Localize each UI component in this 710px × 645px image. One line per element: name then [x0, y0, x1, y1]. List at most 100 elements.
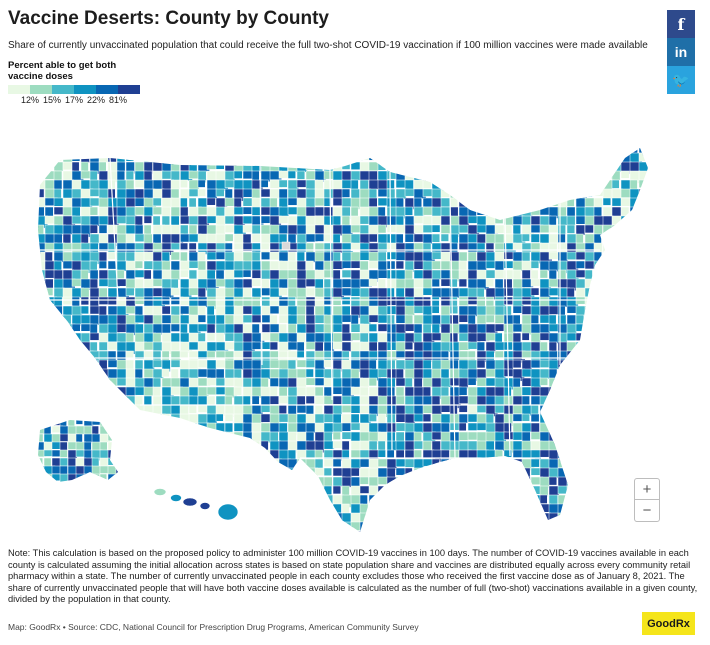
county-cell[interactable]: [143, 422, 155, 436]
county-cell[interactable]: [629, 278, 643, 287]
county-cell[interactable]: [161, 512, 174, 524]
county-cell[interactable]: [404, 485, 417, 496]
county-cell[interactable]: [359, 224, 369, 234]
county-cell[interactable]: [368, 341, 378, 352]
county-cell[interactable]: [620, 431, 630, 441]
county-cell[interactable]: [620, 341, 629, 353]
county-cell[interactable]: [602, 458, 616, 468]
county-cell[interactable]: [377, 521, 391, 534]
county-cell[interactable]: [143, 215, 153, 224]
county-cell[interactable]: [377, 144, 388, 157]
county-cell[interactable]: [494, 485, 508, 495]
county-cell[interactable]: [161, 449, 174, 459]
county-cell[interactable]: [485, 494, 499, 505]
county-cell[interactable]: [161, 503, 170, 515]
county-cell[interactable]: [575, 458, 586, 470]
county-cell[interactable]: [116, 323, 127, 333]
county-cell[interactable]: [458, 476, 468, 485]
county-cell[interactable]: [575, 512, 587, 526]
county-cell[interactable]: [251, 144, 265, 154]
county-cell[interactable]: [611, 179, 620, 189]
county-cell[interactable]: [233, 170, 243, 179]
county-cell[interactable]: [404, 144, 418, 153]
county-cell[interactable]: [494, 476, 508, 490]
county-cell[interactable]: [152, 350, 162, 361]
county-cell[interactable]: [512, 323, 523, 333]
county-cell[interactable]: [71, 503, 82, 515]
county-cell[interactable]: [368, 440, 378, 452]
county-cell[interactable]: [548, 440, 560, 451]
county-cell[interactable]: [593, 440, 606, 449]
county-cell[interactable]: [43, 481, 52, 490]
county-cell[interactable]: [125, 476, 135, 486]
county-cell[interactable]: [188, 144, 199, 156]
county-cell[interactable]: [647, 197, 656, 207]
county-cell[interactable]: [494, 323, 505, 332]
county-cell[interactable]: [98, 503, 107, 515]
county-cell[interactable]: [521, 269, 531, 279]
county-cell[interactable]: [620, 440, 632, 450]
county-cell[interactable]: [314, 485, 324, 499]
county-cell[interactable]: [206, 476, 217, 487]
county-cell[interactable]: [611, 144, 621, 156]
county-cell[interactable]: [476, 170, 487, 181]
county-cell[interactable]: [134, 440, 148, 450]
county-cell[interactable]: [152, 413, 166, 424]
county-cell[interactable]: [557, 431, 567, 442]
hawaii-island[interactable]: [182, 497, 198, 507]
county-cell[interactable]: [566, 314, 577, 325]
county-cell[interactable]: [458, 278, 468, 288]
county-cell[interactable]: [566, 197, 575, 207]
county-cell[interactable]: [449, 485, 462, 495]
county-cell[interactable]: [629, 530, 638, 539]
county-cell[interactable]: [440, 341, 451, 353]
county-cell[interactable]: [584, 179, 597, 192]
county-cell[interactable]: [458, 521, 471, 534]
county-cell[interactable]: [593, 287, 606, 301]
county-cell[interactable]: [179, 269, 189, 278]
county-cell[interactable]: [161, 144, 170, 153]
county-cell[interactable]: [539, 377, 548, 386]
county-cell[interactable]: [611, 485, 623, 495]
county-cell[interactable]: [53, 144, 64, 156]
county-cell[interactable]: [629, 179, 638, 190]
county-cell[interactable]: [296, 494, 305, 507]
county-cell[interactable]: [458, 530, 472, 539]
county-cell[interactable]: [449, 422, 461, 431]
county-cell[interactable]: [458, 251, 468, 262]
county-cell[interactable]: [611, 359, 620, 373]
county-cell[interactable]: [125, 458, 137, 472]
county-cell[interactable]: [305, 449, 316, 459]
county-cell[interactable]: [449, 314, 459, 325]
county-cell[interactable]: [584, 485, 594, 497]
county-cell[interactable]: [36, 485, 49, 497]
county-cell[interactable]: [116, 449, 127, 461]
county-cell[interactable]: [422, 197, 433, 208]
county-cell[interactable]: [80, 503, 91, 514]
county-cell[interactable]: [89, 144, 102, 154]
county-cell[interactable]: [449, 512, 458, 524]
county-cell[interactable]: [584, 404, 593, 417]
county-cell[interactable]: [629, 296, 639, 307]
county-cell[interactable]: [566, 467, 578, 477]
county-cell[interactable]: [116, 530, 130, 540]
county-cell[interactable]: [260, 458, 269, 470]
county-cell[interactable]: [386, 179, 395, 189]
county-cell[interactable]: [215, 440, 227, 452]
county-cell[interactable]: [584, 305, 595, 317]
county-cell[interactable]: [584, 314, 593, 328]
county-cell[interactable]: [116, 521, 128, 531]
county-cell[interactable]: [36, 323, 49, 336]
county-cell[interactable]: [53, 152, 63, 161]
county-cell[interactable]: [314, 206, 325, 217]
county-cell[interactable]: [107, 422, 119, 434]
county-cell[interactable]: [494, 314, 506, 324]
county-cell[interactable]: [89, 224, 98, 234]
county-cell[interactable]: [62, 305, 74, 316]
county-cell[interactable]: [98, 404, 112, 417]
county-cell[interactable]: [53, 494, 65, 505]
county-cell[interactable]: [53, 161, 64, 172]
county-cell[interactable]: [404, 530, 414, 539]
county-cell[interactable]: [314, 144, 326, 153]
county-cell[interactable]: [323, 386, 333, 398]
